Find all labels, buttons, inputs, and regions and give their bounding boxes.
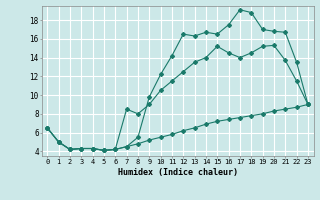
X-axis label: Humidex (Indice chaleur): Humidex (Indice chaleur) (118, 168, 237, 177)
